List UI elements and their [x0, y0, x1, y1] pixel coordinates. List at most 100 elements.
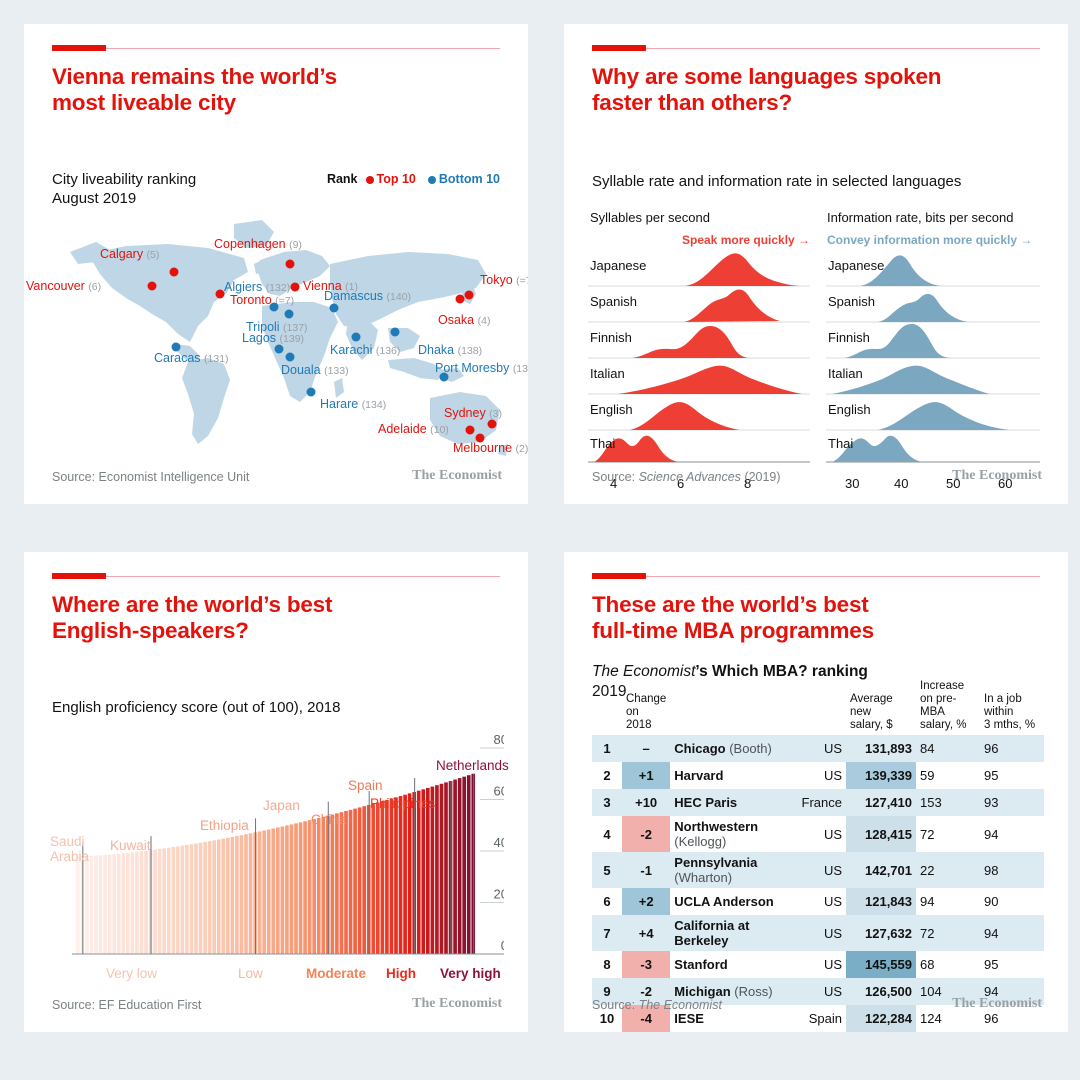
bar	[444, 782, 448, 954]
bar	[339, 812, 344, 954]
map-label-dhaka: Dhaka (138)	[418, 344, 482, 358]
city-rank: (9)	[289, 239, 302, 251]
table-row[interactable]: 5 -1 Pennsylvania (Wharton) US 142,701 22 98	[592, 852, 1044, 888]
map-point-vancouver[interactable]	[147, 281, 157, 291]
table-row[interactable]: 10 -4 IESE Spain 122,284 124 96	[592, 1005, 1044, 1032]
bar-label-spain: Spain	[348, 778, 383, 793]
bar-label-saudi-arabia: Saudi Arabia	[50, 834, 90, 864]
cell-increase: 72	[916, 915, 980, 951]
bar	[221, 838, 226, 954]
bar	[239, 835, 244, 954]
bar	[357, 807, 362, 954]
map-point-dhaka[interactable]	[390, 327, 400, 337]
map-point-melbourne[interactable]	[475, 433, 485, 443]
school-name: HEC Paris	[674, 795, 738, 810]
bar	[466, 775, 471, 954]
cell-rank: 6	[603, 894, 611, 909]
school-name: Michigan	[674, 984, 731, 999]
red-tab	[592, 45, 646, 51]
map-point-tripoli[interactable]	[284, 309, 294, 319]
ridge-label-left-0: Japanese	[590, 258, 647, 273]
source-text: Source: The Economist	[592, 998, 722, 1012]
card-english: Where are the world’s best English-speake…	[24, 552, 528, 1032]
table-row[interactable]: 8 -3 Stanford US 145,559 68 95	[592, 951, 1044, 978]
map-point-adelaide[interactable]	[465, 425, 475, 435]
bar	[226, 837, 230, 954]
cell-change: -4	[622, 1005, 671, 1032]
left-column-header: Syllables per second	[590, 210, 710, 225]
map-point-port-moresby[interactable]	[439, 372, 449, 382]
table-row[interactable]: 2 +1 Harvard US 139,339 59 95	[592, 762, 1044, 789]
city-rank: (135)	[512, 363, 528, 375]
school-name: Pennsylvania	[674, 855, 758, 870]
city-rank: (2)	[515, 443, 528, 455]
bar	[421, 789, 426, 954]
table-header: Change on 2018 Average new salary, $ Increa…	[592, 680, 1044, 735]
bar	[380, 801, 385, 954]
map-point-toronto[interactable]	[215, 289, 225, 299]
th-change: Change on 2018	[626, 693, 667, 731]
school-name: Chicago	[674, 741, 726, 756]
map-point-calgary[interactable]	[169, 267, 179, 277]
city-rank: (10)	[430, 424, 449, 436]
subtitle-italic: The Economist	[592, 663, 696, 680]
bar	[116, 853, 121, 954]
table-row[interactable]: 1– Chicago (Booth) US 131,893 84 96	[592, 735, 1044, 762]
top-rule	[52, 45, 500, 51]
th-job: In a job within 3 mths, %	[984, 693, 1036, 731]
bar	[130, 852, 135, 954]
cell-job: 96	[980, 735, 1044, 762]
cell-increase: 68	[920, 957, 935, 972]
top-rule	[592, 573, 1040, 579]
map-point-damascus[interactable]	[329, 303, 339, 313]
legend-bottom-label: Bottom 10	[438, 172, 500, 186]
bar	[244, 834, 248, 954]
bar	[407, 793, 412, 954]
city-rank: (131)	[204, 353, 229, 365]
source-italic: The Economist	[638, 998, 722, 1012]
bar-label-philippines: Philippines	[370, 796, 436, 811]
map-point-harare[interactable]	[306, 387, 316, 397]
table-row[interactable]: 3 +10 HEC Paris France 127,410 153 93	[592, 789, 1044, 816]
table-row[interactable]: 7 +4 California at Berkeley US 127,632 72 94	[592, 915, 1044, 951]
map-point-algiers[interactable]	[269, 302, 279, 312]
table-row[interactable]: 6 +2 UCLA Anderson US 121,843 94 90	[592, 888, 1044, 915]
city-name: Damascus	[324, 289, 387, 303]
bar-label-netherlands: Netherlands	[436, 758, 509, 773]
city-rank: (=7)	[516, 275, 528, 287]
cell-change: -2	[622, 978, 671, 1005]
map-point-vienna[interactable]	[290, 282, 300, 292]
city-name: Adelaide	[378, 422, 431, 436]
bar	[335, 813, 339, 954]
top-rule	[52, 573, 500, 579]
ridge-label-left-1: Spanish	[590, 294, 637, 309]
map-label-tokyo: Tokyo (=7)	[480, 274, 528, 288]
city-name: Osaka	[438, 313, 478, 327]
legend-dot-bottom-icon	[427, 175, 436, 184]
bar	[426, 787, 430, 954]
bar	[298, 822, 303, 954]
map-point-lagos[interactable]	[274, 344, 284, 354]
bar	[303, 821, 307, 954]
table-row[interactable]: 9 -2 Michigan (Ross) US 126,500 104 94	[592, 978, 1044, 1005]
band-label-very-high: Very high	[440, 966, 501, 981]
map-point-tokyo[interactable]	[464, 290, 474, 300]
map-point-douala[interactable]	[285, 352, 295, 362]
map-point-osaka[interactable]	[455, 294, 465, 304]
ytick-20: 20	[494, 887, 504, 902]
school-name: UCLA Anderson	[674, 894, 774, 909]
xtick-right-2: 50	[946, 476, 961, 491]
bar	[430, 786, 435, 954]
table-row[interactable]: 4 -2 Northwestern (Kellogg) US 128,415 72 94	[592, 816, 1044, 852]
map-point-sydney[interactable]	[487, 419, 497, 429]
brand-logo: The Economist	[952, 996, 1042, 1011]
map-point-copenhagen[interactable]	[285, 259, 295, 269]
map-point-caracas[interactable]	[171, 342, 181, 352]
bar	[321, 816, 326, 954]
cell-rank: 7	[592, 915, 622, 951]
bar	[312, 819, 317, 954]
bar	[121, 853, 126, 954]
map-point-karachi[interactable]	[351, 332, 361, 342]
legend-dot-top-icon	[365, 175, 374, 184]
bar	[212, 840, 217, 954]
